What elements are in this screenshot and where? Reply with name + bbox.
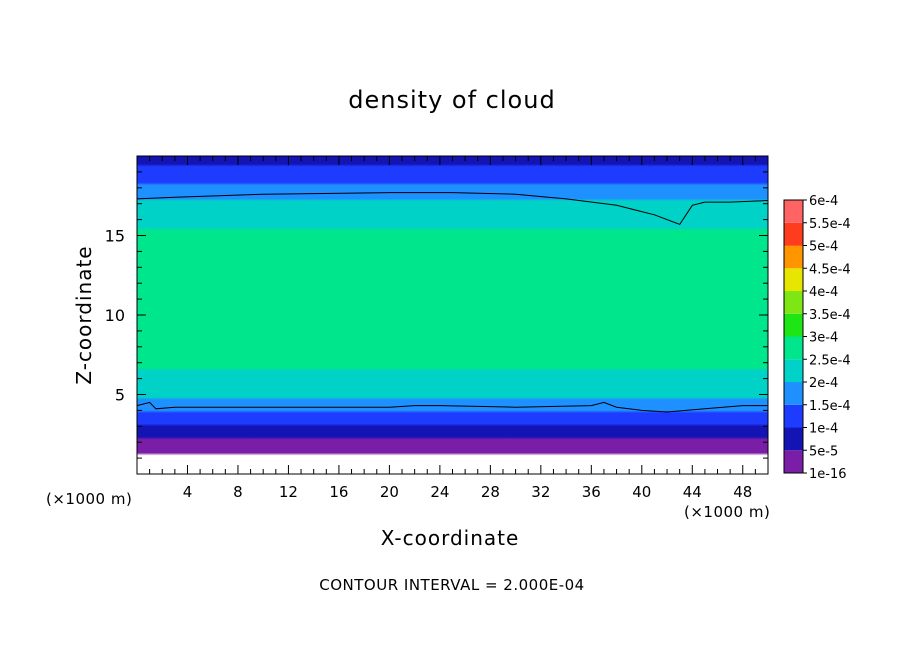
colorbar-swatch: [784, 200, 803, 223]
colorbar-swatch: [784, 382, 803, 405]
density-field: [137, 156, 768, 474]
contour-line-lower: [137, 401, 768, 413]
y-axis-ticks: 5 10 15: [105, 171, 768, 459]
x-tick-label: 48: [733, 483, 752, 501]
colorbar-tick-label: 1.5e-4: [809, 399, 851, 414]
colorbar-swatch: [784, 268, 803, 292]
colorbar-swatch: [784, 222, 803, 246]
colorbar-tick-label: 1e-16: [809, 467, 847, 482]
colorbar-swatch: [784, 245, 803, 269]
y-tick-label: 5: [115, 386, 125, 405]
colorbar-tick-label: 3.5e-4: [809, 308, 851, 323]
colorbar-tick-label: 4.5e-4: [809, 262, 851, 277]
x-axis-label: X-coordinate: [380, 526, 520, 550]
x-tick-label: 20: [380, 483, 399, 501]
colorbar-swatch: [784, 450, 803, 474]
colorbar-tick-label: 1e-4: [809, 422, 838, 437]
x-tick-label: 4: [183, 483, 193, 501]
colorbar-tick-label: 4e-4: [809, 285, 838, 300]
x-axis-unit-right: (×1000 m): [684, 503, 771, 521]
colorbar-tick-label: 6e-4: [809, 194, 838, 209]
x-tick-label: 44: [683, 483, 702, 501]
colorbar-legend: 1e-16 5e-5 1e-4 1.5e-4 2e-4 2.5e-4 3e-4 3.5e-4 4…: [783, 194, 851, 482]
colorbar-swatch: [784, 291, 803, 314]
colorbar-tick-label: 3e-4: [809, 331, 838, 346]
x-tick-label: 32: [531, 483, 550, 501]
x-axis-ticks: 4 8 12 16 20 24 28 32 36 40 44 48: [149, 156, 756, 501]
contour-interval-note: CONTOUR INTERVAL = 2.000E-04: [319, 576, 585, 594]
colorbar-swatch: [784, 427, 803, 451]
x-tick-label: 12: [279, 483, 298, 501]
x-axis-unit-left: (×1000 m): [46, 490, 133, 508]
colorbar-swatch: [784, 404, 803, 428]
contour-lines: [137, 192, 768, 413]
chart-title: density of cloud: [348, 86, 556, 114]
x-tick-label: 40: [632, 483, 651, 501]
y-tick-label: 15: [105, 227, 125, 246]
x-tick-label: 28: [481, 483, 500, 501]
colorbar-tick-label: 2.5e-4: [809, 353, 851, 368]
colorbar-swatch: [784, 336, 803, 360]
x-tick-label: 24: [430, 483, 449, 501]
x-tick-label: 16: [329, 483, 348, 501]
contour-line-upper: [137, 192, 768, 226]
colorbar-tick-label: 5.5e-4: [809, 217, 851, 232]
x-tick-label: 8: [233, 483, 243, 501]
y-tick-label: 10: [105, 306, 125, 325]
colorbar-swatch: [784, 359, 803, 383]
colorbar-tick-label: 2e-4: [809, 376, 838, 391]
colorbar-tick-label: 5e-4: [809, 240, 838, 255]
colorbar-tick-label: 5e-5: [809, 444, 838, 459]
y-axis-label: Z-coordinate: [72, 245, 96, 385]
colorbar-swatch: [784, 313, 803, 337]
x-tick-label: 36: [582, 483, 601, 501]
plot-area: [136, 155, 769, 475]
